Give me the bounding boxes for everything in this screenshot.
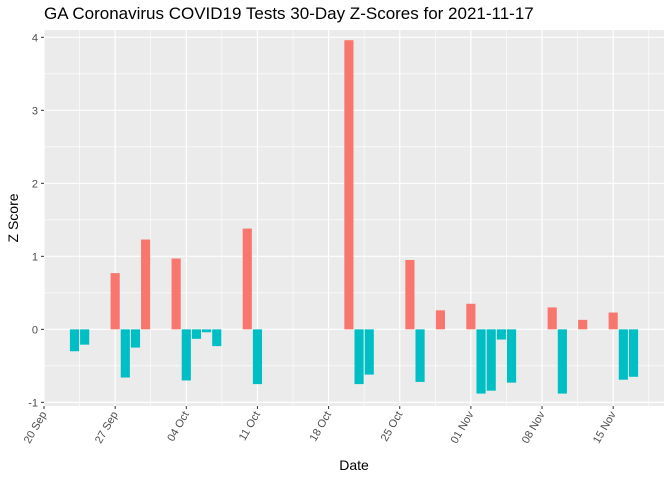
bar-negative bbox=[618, 329, 628, 380]
x-axis-title: Date bbox=[339, 457, 369, 473]
bar-negative bbox=[415, 329, 425, 382]
bar-positive bbox=[344, 40, 354, 330]
x-tick-label: 11 Oct bbox=[237, 410, 263, 443]
bar-positive bbox=[578, 319, 588, 330]
x-tick-label: 18 Oct bbox=[308, 410, 335, 444]
bar-negative bbox=[486, 329, 496, 391]
bar-positive bbox=[242, 228, 252, 330]
plot-area bbox=[43, 30, 664, 406]
bar-positive bbox=[171, 258, 181, 330]
bar-negative bbox=[506, 329, 517, 383]
x-tick-label: 25 Oct bbox=[379, 410, 406, 444]
grid-minor bbox=[44, 30, 664, 406]
y-tick-label: 2 bbox=[32, 178, 38, 190]
bar-positive bbox=[466, 303, 476, 330]
y-tick-label: 4 bbox=[32, 32, 38, 44]
chart-title: GA Coronavirus COVID19 Tests 30-Day Z-Sc… bbox=[44, 4, 534, 23]
plot-panel bbox=[44, 30, 664, 406]
bar-positive bbox=[435, 310, 445, 330]
x-tick-label: 01 Nov bbox=[449, 409, 477, 446]
y-tick-label: 1 bbox=[32, 251, 38, 263]
y-tick-label: -1 bbox=[28, 397, 38, 409]
bar-positive bbox=[110, 273, 120, 330]
bar-positive bbox=[405, 259, 415, 330]
x-tick-label: 15 Nov bbox=[591, 409, 619, 446]
bars bbox=[69, 40, 639, 394]
bar-negative bbox=[496, 329, 506, 340]
bar-negative bbox=[69, 329, 80, 352]
bar-negative bbox=[120, 329, 130, 378]
y-axis: -1 0 1 2 3 4 bbox=[28, 32, 44, 409]
y-axis-title: Z Score bbox=[5, 193, 21, 242]
x-tick-label: 08 Nov bbox=[520, 409, 548, 446]
y-tick-label: 0 bbox=[32, 324, 38, 336]
bar-negative bbox=[364, 329, 374, 375]
bar-negative bbox=[80, 329, 90, 345]
bar-positive bbox=[141, 239, 151, 330]
bar-negative bbox=[252, 329, 263, 385]
y-tick-label: 3 bbox=[32, 105, 38, 117]
bar-negative bbox=[628, 329, 639, 377]
bar-negative bbox=[191, 329, 202, 339]
bar-negative bbox=[181, 329, 191, 381]
bar-negative bbox=[354, 329, 364, 385]
x-tick-label: 04 Oct bbox=[165, 410, 192, 444]
x-tick-label: 20 Sep bbox=[22, 410, 50, 446]
bar-negative bbox=[212, 329, 222, 347]
x-axis: 20 Sep 27 Sep 04 Oct 11 Oct 18 Oct 25 Oct 01 N… bbox=[22, 406, 619, 446]
bar-negative bbox=[476, 329, 486, 394]
bar-negative bbox=[130, 329, 141, 348]
x-tick-label: 27 Sep bbox=[93, 410, 121, 446]
bar-positive bbox=[547, 307, 557, 330]
bar-negative bbox=[557, 329, 567, 394]
bar-positive bbox=[608, 312, 618, 330]
bar-negative bbox=[202, 329, 212, 333]
